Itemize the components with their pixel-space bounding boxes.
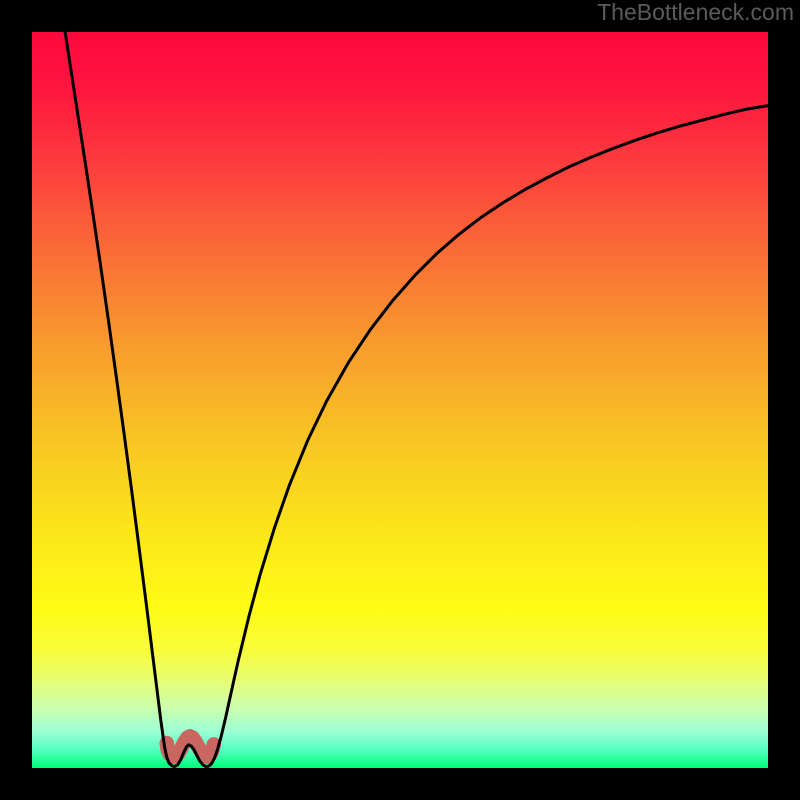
chart-container: TheBottleneck.com bbox=[0, 0, 800, 800]
plot-background bbox=[32, 32, 768, 768]
chart-svg bbox=[0, 0, 800, 800]
watermark-text: TheBottleneck.com bbox=[597, 0, 794, 25]
